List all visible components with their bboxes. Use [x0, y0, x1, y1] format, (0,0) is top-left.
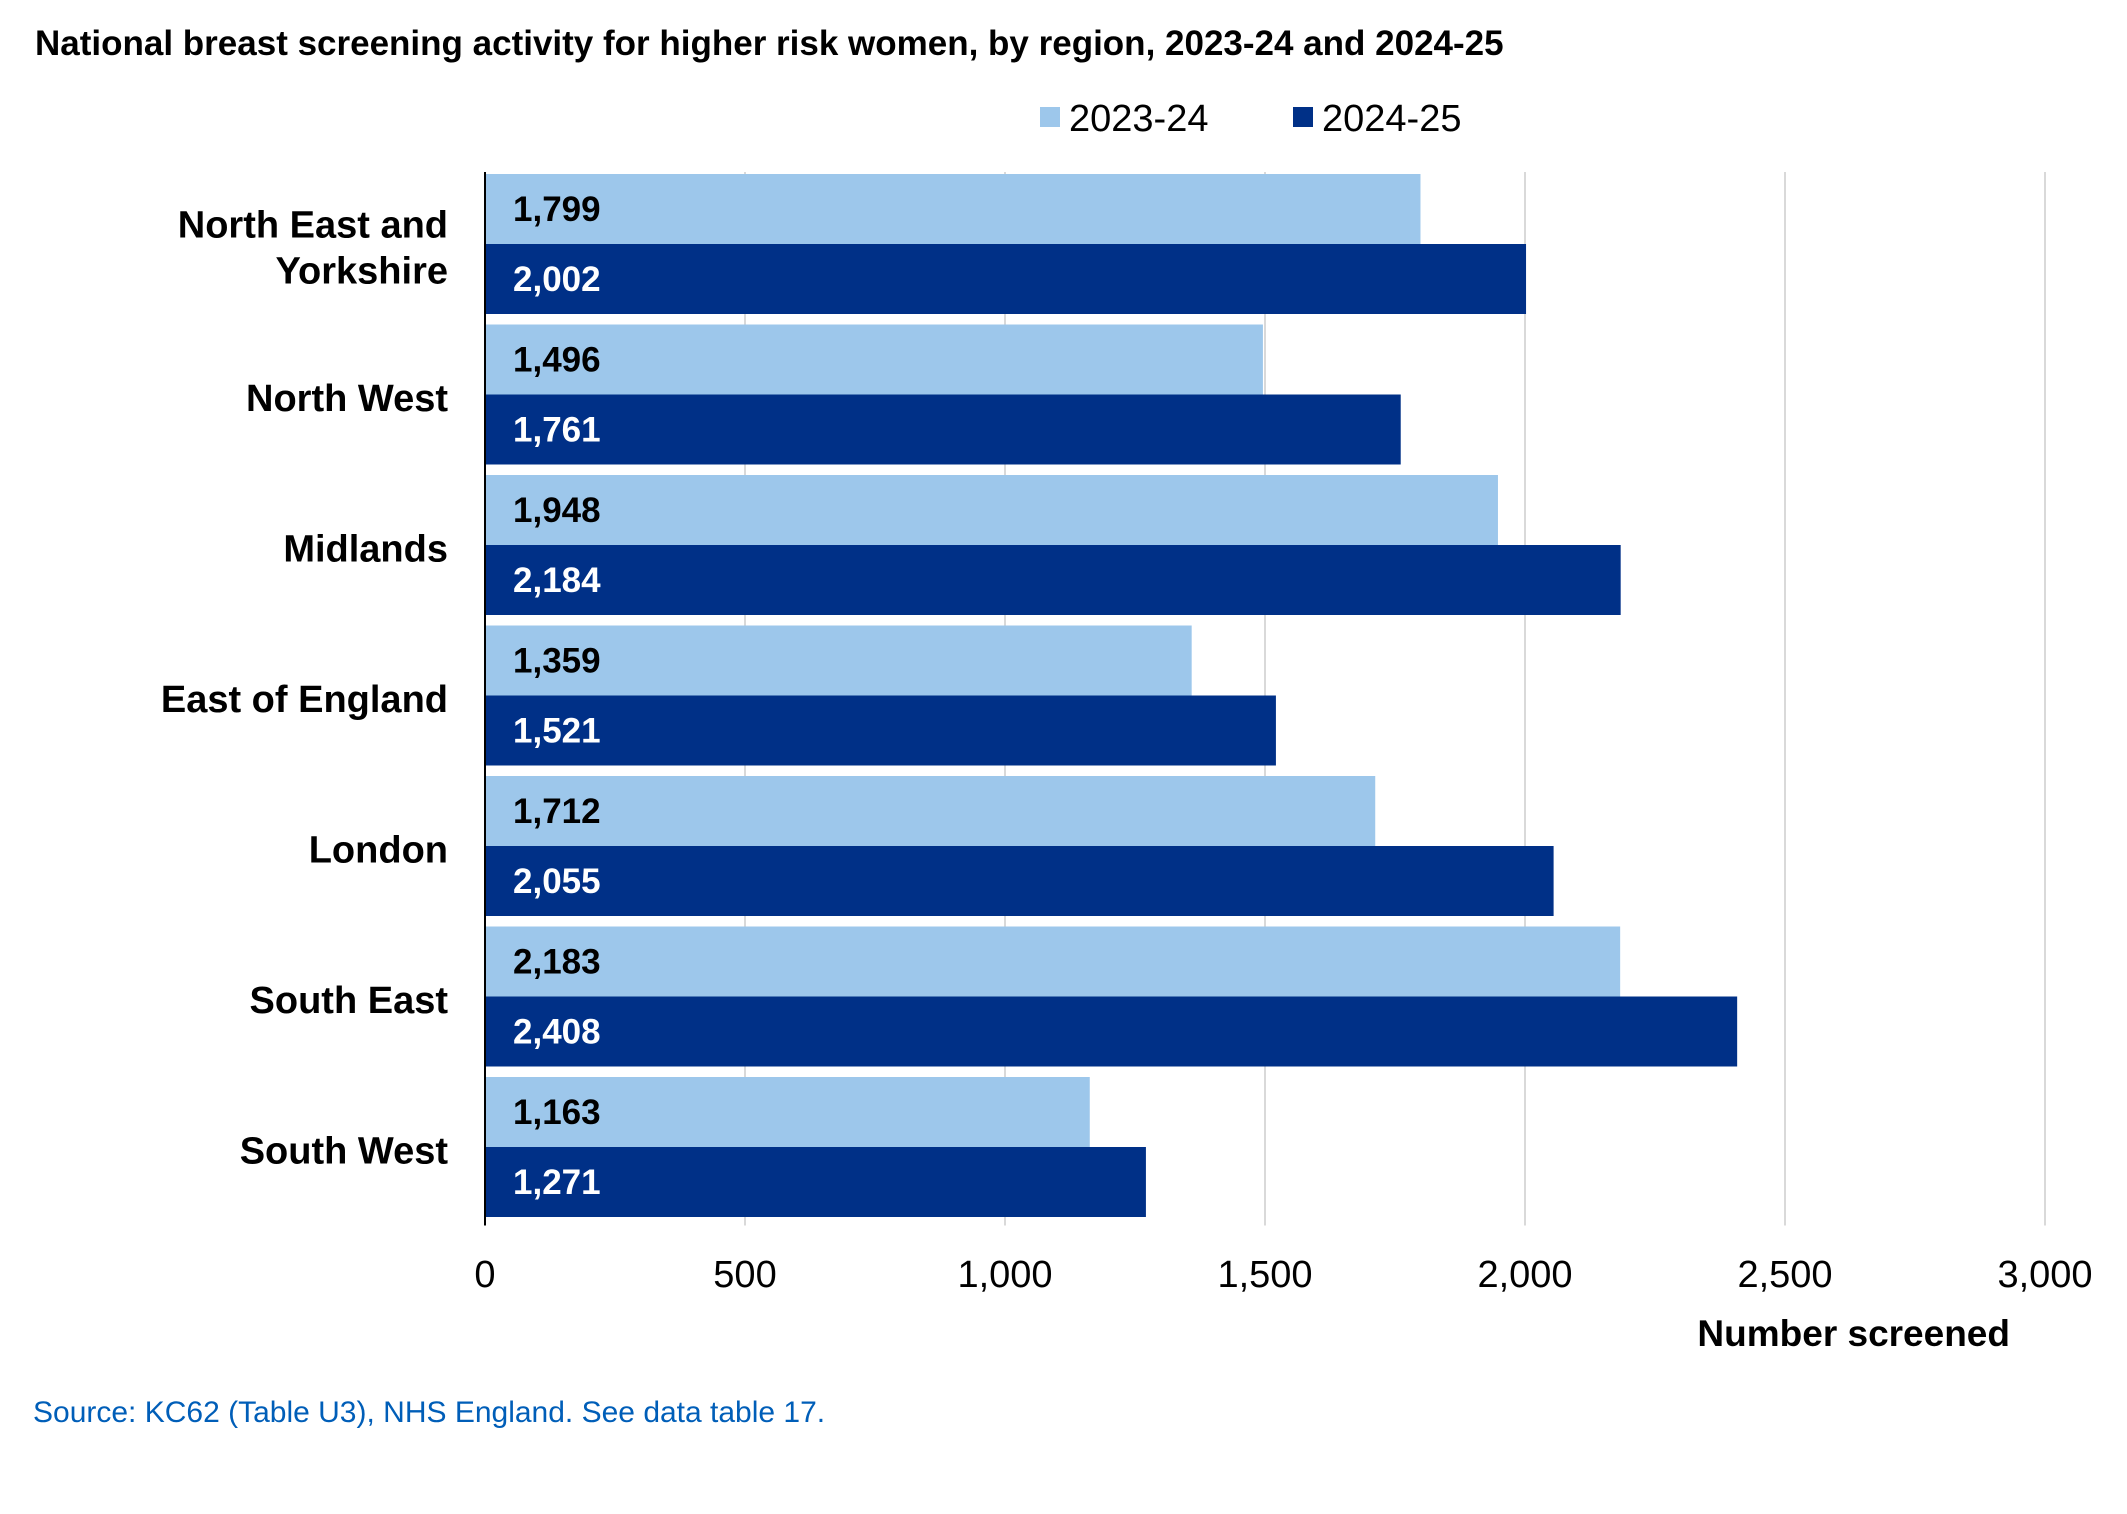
x-tick-label: 1,000	[957, 1254, 1052, 1296]
data-label-2024-25: 1,761	[513, 411, 601, 450]
bar-2024-25	[485, 1147, 1146, 1217]
data-label-2024-25: 2,055	[513, 862, 601, 901]
data-label-2023-24: 1,799	[513, 190, 601, 229]
data-label-2024-25: 2,408	[513, 1013, 601, 1052]
data-label-2023-24: 1,712	[513, 792, 601, 831]
data-label-2023-24: 1,496	[513, 341, 601, 380]
chart-title: National breast screening activity for h…	[35, 24, 1504, 63]
bars	[485, 174, 1738, 1217]
bar-2023-24	[485, 625, 1192, 696]
bar-2023-24	[485, 475, 1498, 545]
data-label-2023-24: 1,948	[513, 491, 601, 530]
data-label-2024-25: 1,521	[513, 712, 601, 751]
x-tick-label: 2,500	[1737, 1254, 1832, 1296]
x-tick-labels: 0 500 1,000 1,500 2,000 2,500 3,000	[474, 1254, 2092, 1296]
legend-label-2024-25: 2024-25	[1322, 98, 1461, 140]
category-label: North East and Yorkshire	[178, 204, 448, 292]
data-label-2024-25: 2,002	[513, 260, 601, 299]
category-label: Midlands	[283, 528, 448, 570]
x-tick-label: 500	[713, 1254, 776, 1296]
x-tick-label: 3,000	[1997, 1254, 2092, 1296]
bar-2024-25	[485, 695, 1276, 766]
data-label-2024-25: 2,184	[513, 561, 601, 600]
x-axis-title: Number screened	[1697, 1313, 2010, 1354]
category-labels: North East and Yorkshire North West Midland…	[161, 204, 448, 1172]
bar-2023-24	[485, 324, 1263, 395]
bar-2023-24	[485, 776, 1376, 846]
legend: 2023-24 2024-25	[1040, 98, 1461, 140]
category-label: South East	[250, 980, 449, 1022]
data-labels: 1,799 2,002 1,496 1,761 1,948 2,184 1,359 1,521…	[513, 190, 601, 1202]
legend-swatch-2023-24	[1040, 107, 1060, 127]
data-label-2023-24: 2,183	[513, 943, 601, 982]
data-label-2024-25: 1,271	[513, 1163, 601, 1202]
bar-2024-25	[485, 996, 1738, 1067]
bar-2023-24	[485, 926, 1621, 997]
category-label: London	[309, 829, 448, 871]
bar-2024-25	[485, 244, 1527, 314]
legend-swatch-2024-25	[1293, 107, 1313, 127]
data-label-2023-24: 1,163	[513, 1093, 601, 1132]
category-label: South West	[240, 1130, 449, 1172]
source-note: Source: KC62 (Table U3), NHS England. Se…	[33, 1396, 825, 1429]
bar-2024-25	[485, 394, 1401, 465]
category-label: East of England	[161, 679, 448, 721]
x-tick-label: 0	[474, 1254, 495, 1296]
bar-2024-25	[485, 545, 1621, 615]
legend-label-2023-24: 2023-24	[1069, 98, 1208, 140]
data-label-2023-24: 1,359	[513, 642, 601, 681]
bar-2023-24	[485, 174, 1421, 244]
bar-2024-25	[485, 846, 1554, 916]
bar-2023-24	[485, 1077, 1090, 1147]
category-label: North West	[246, 378, 448, 420]
x-tick-label: 2,000	[1477, 1254, 1572, 1296]
x-tick-label: 1,500	[1217, 1254, 1312, 1296]
